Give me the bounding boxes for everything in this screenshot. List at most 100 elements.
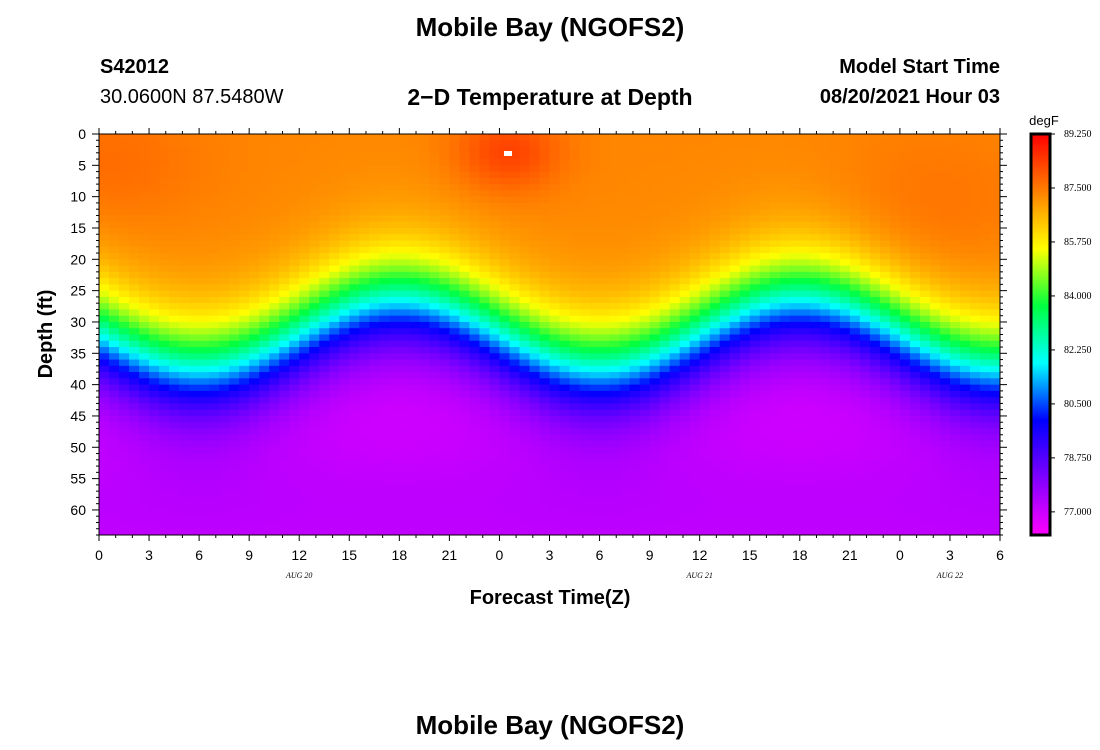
- heatmap-cell: [219, 428, 230, 436]
- heatmap-cell: [719, 365, 731, 373]
- heatmap-cell: [219, 372, 230, 379]
- heatmap-cell: [149, 284, 160, 292]
- heatmap-cell: [619, 390, 631, 398]
- heatmap-cell: [579, 378, 591, 386]
- heatmap-cell: [769, 209, 781, 217]
- heatmap-cell: [379, 309, 390, 317]
- heatmap-cell: [699, 334, 711, 342]
- heatmap-cell: [939, 290, 951, 298]
- heatmap-cell: [299, 359, 310, 367]
- heatmap-cell: [849, 152, 861, 160]
- heatmap-cell: [829, 202, 841, 210]
- heatmap-cell: [99, 334, 110, 342]
- heatmap-cell: [679, 177, 691, 185]
- heatmap-cell: [459, 246, 471, 254]
- heatmap-cell: [649, 303, 661, 311]
- heatmap-cell: [149, 159, 160, 166]
- heatmap-cell: [529, 177, 541, 185]
- heatmap-cell: [189, 340, 200, 348]
- heatmap-cell: [289, 315, 300, 323]
- heatmap-cell: [219, 265, 230, 273]
- heatmap-cell: [629, 409, 641, 417]
- heatmap-cell: [749, 303, 761, 311]
- heatmap-cell: [879, 309, 891, 317]
- heatmap-cell: [339, 159, 350, 166]
- heatmap-cell: [429, 434, 440, 442]
- heatmap-cell: [799, 259, 811, 267]
- heatmap-cell: [199, 334, 210, 342]
- heatmap-cell: [709, 415, 721, 423]
- heatmap-cell: [319, 347, 330, 354]
- heatmap-cell: [189, 347, 200, 354]
- heatmap-cell: [319, 334, 330, 342]
- heatmap-cell: [529, 227, 541, 235]
- heatmap-cell: [729, 240, 741, 248]
- heatmap-cell: [599, 359, 611, 367]
- heatmap-cell: [259, 159, 270, 166]
- heatmap-cell: [549, 309, 561, 317]
- heatmap-cell: [369, 278, 380, 285]
- heatmap-cell: [289, 328, 300, 336]
- heatmap-cell: [299, 472, 310, 480]
- heatmap-cell: [209, 447, 220, 455]
- heatmap-cell: [949, 321, 961, 329]
- heatmap-cell: [579, 184, 591, 191]
- heatmap-cell: [759, 296, 771, 304]
- heatmap-cell: [889, 340, 901, 348]
- heatmap-cell: [509, 472, 521, 480]
- heatmap-cell: [619, 378, 631, 386]
- heatmap-cell: [709, 234, 721, 242]
- heatmap-cell: [289, 159, 300, 166]
- heatmap-cell: [549, 422, 561, 430]
- heatmap-cell: [139, 372, 150, 379]
- heatmap-cell: [559, 415, 571, 423]
- heatmap-cell: [189, 397, 200, 405]
- heatmap-cell: [369, 290, 380, 298]
- heatmap-cell: [889, 403, 901, 411]
- heatmap-cell: [869, 415, 881, 423]
- heatmap-cell: [599, 159, 611, 166]
- heatmap-cell: [949, 209, 961, 217]
- heatmap-cell: [469, 328, 481, 336]
- heatmap-cell: [889, 453, 901, 461]
- heatmap-cell: [389, 253, 400, 260]
- heatmap-cell: [549, 265, 561, 273]
- heatmap-cell: [99, 428, 110, 436]
- heatmap-cell: [759, 259, 771, 267]
- heatmap-cell: [629, 290, 641, 298]
- heatmap-cell: [109, 159, 120, 166]
- heatmap-cell: [339, 390, 350, 398]
- heatmap-cell: [189, 384, 200, 392]
- heatmap-cell: [399, 384, 410, 392]
- heatmap-cell: [429, 259, 440, 267]
- heatmap-cell: [499, 271, 511, 279]
- heatmap-cell: [499, 221, 511, 229]
- heatmap-cell: [189, 234, 200, 242]
- heatmap-cell: [129, 384, 140, 392]
- heatmap-cell: [289, 434, 300, 442]
- heatmap-cell: [169, 453, 180, 461]
- heatmap-cell: [169, 353, 180, 361]
- heatmap-cell: [919, 447, 931, 455]
- heatmap-cell: [309, 359, 320, 367]
- heatmap-cell: [449, 415, 460, 423]
- heatmap-cell: [419, 221, 430, 229]
- heatmap-cell: [319, 296, 330, 304]
- heatmap-cell: [129, 209, 140, 217]
- heatmap-cell: [669, 434, 681, 442]
- heatmap-cell: [769, 378, 781, 386]
- heatmap-cell: [879, 184, 891, 191]
- heatmap-cell: [179, 290, 190, 298]
- heatmap-cell: [509, 372, 521, 379]
- heatmap-cell: [709, 459, 721, 467]
- heatmap-cell: [299, 246, 310, 254]
- heatmap-cell: [859, 415, 871, 423]
- heatmap-cell: [329, 152, 340, 160]
- heatmap-cell: [659, 253, 671, 260]
- heatmap-cell: [339, 146, 350, 154]
- heatmap-cell: [639, 234, 651, 242]
- heatmap-cell: [459, 159, 471, 166]
- heatmap-cell: [709, 422, 721, 430]
- heatmap-cell: [539, 459, 551, 467]
- heatmap-cell: [479, 478, 491, 486]
